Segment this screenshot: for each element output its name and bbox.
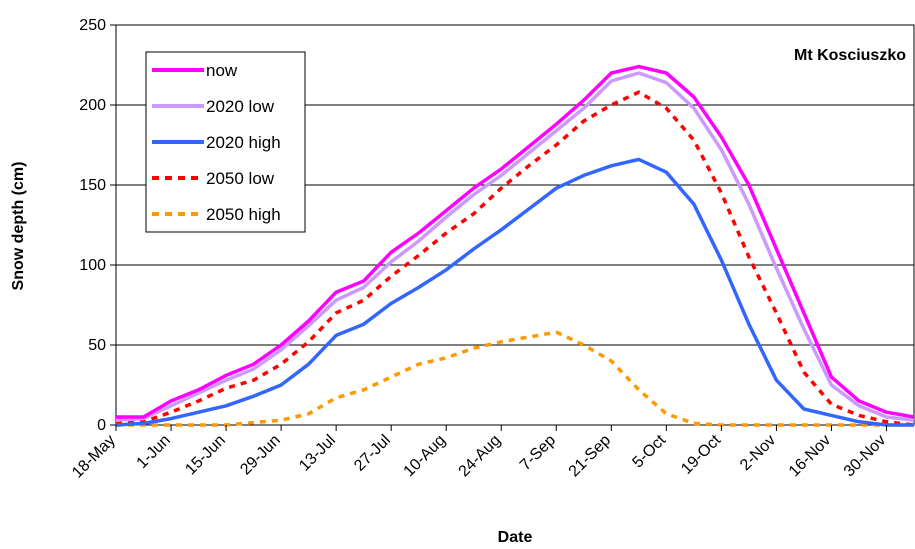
x-tick-label: 24-Aug bbox=[456, 432, 505, 481]
legend-label: 2020 low bbox=[206, 97, 275, 116]
chart-annotation: Mt Kosciuszko bbox=[794, 47, 906, 64]
y-tick-label: 0 bbox=[97, 417, 106, 434]
y-tick-label: 250 bbox=[79, 17, 106, 34]
x-tick-label: 13-Jul bbox=[296, 432, 339, 475]
y-tick-label: 150 bbox=[79, 177, 106, 194]
legend-label: 2020 high bbox=[206, 133, 281, 152]
x-tick-label: 30-Nov bbox=[841, 432, 889, 480]
y-tick-label: 50 bbox=[88, 337, 106, 354]
y-tick-label: 100 bbox=[79, 257, 106, 274]
x-tick-label: 15-Jun bbox=[182, 432, 229, 479]
x-tick-label: 27-Jul bbox=[351, 432, 394, 475]
x-tick-label: 16-Nov bbox=[786, 432, 834, 480]
x-tick-label: 19-Oct bbox=[678, 431, 724, 477]
x-tick-label: 29-Jun bbox=[237, 432, 284, 479]
y-axis-title: Snow depth (cm) bbox=[10, 162, 27, 291]
x-tick-label: 7-Sep bbox=[517, 432, 559, 474]
plot-area bbox=[115, 24, 915, 426]
x-axis: 18-May 1-Jun 15-Jun 29-Jun 13-Jul 27-Jul 10-Au… bbox=[69, 425, 889, 482]
y-axis: 0 50 100 150 200 250 bbox=[79, 17, 116, 434]
legend-label: now bbox=[206, 61, 238, 80]
y-tick-label: 200 bbox=[79, 97, 106, 114]
legend: now 2020 low 2020 high 2050 low 2050 high bbox=[145, 51, 306, 233]
series-line-2020-high bbox=[115, 157, 914, 427]
x-tick-label: 1-Jun bbox=[134, 432, 174, 472]
series-line-2020-low bbox=[115, 71, 915, 422]
series-layer bbox=[115, 64, 915, 427]
x-axis-title: Date bbox=[498, 529, 533, 546]
legend-label: 2050 high bbox=[206, 205, 281, 224]
series-line-2050-low bbox=[115, 90, 915, 427]
series-line-now bbox=[116, 64, 915, 419]
x-tick-label: 5-Oct bbox=[629, 431, 669, 471]
x-tick-label: 21-Sep bbox=[566, 432, 615, 481]
x-tick-label: 10-Aug bbox=[401, 432, 450, 481]
legend-label: 2050 low bbox=[206, 169, 275, 188]
x-tick-label: 2-Nov bbox=[737, 432, 779, 474]
x-tick-label: 18-May bbox=[69, 432, 119, 482]
series-line-2050-high bbox=[116, 330, 914, 427]
